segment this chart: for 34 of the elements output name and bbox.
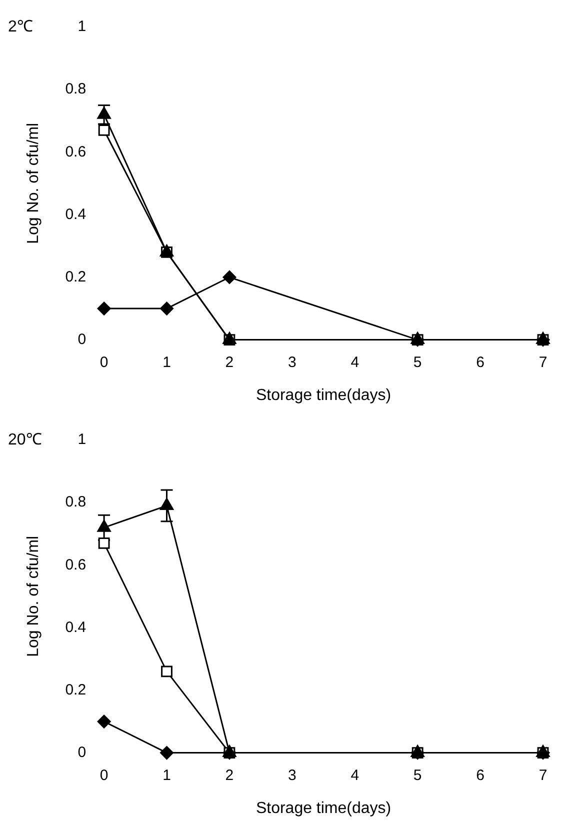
chart-title: 20℃ bbox=[8, 431, 42, 448]
x-tick-label: 4 bbox=[350, 354, 360, 371]
y-tick-label: 0.4 bbox=[65, 206, 86, 223]
y-tick-label: 0.6 bbox=[65, 143, 86, 160]
x-tick-label: 1 bbox=[162, 766, 171, 784]
x-axis-title: Storage time(days) bbox=[256, 386, 392, 404]
x-tick-label: 0 bbox=[100, 766, 108, 784]
y-tick-label: 0.2 bbox=[65, 681, 86, 698]
y-axis-title: Log No. of cfu/ml bbox=[25, 122, 42, 244]
x-tick-label: 2 bbox=[225, 354, 234, 371]
y-tick-label: 1 bbox=[78, 18, 86, 36]
y-axis-title: Log No. of cfu/ml bbox=[25, 536, 42, 657]
y-tick-label: 0.6 bbox=[65, 556, 86, 574]
y-tick-label: 0.8 bbox=[65, 80, 86, 98]
y-tick-label: 0 bbox=[78, 744, 86, 761]
x-tick-label: 2 bbox=[225, 766, 234, 784]
y-tick-label: 0.8 bbox=[65, 494, 86, 511]
x-tick-label: 3 bbox=[288, 766, 296, 784]
x-tick-label: 4 bbox=[350, 766, 360, 784]
x-tick-label: 5 bbox=[413, 766, 422, 784]
x-tick-label: 6 bbox=[476, 766, 484, 784]
x-tick-label: 7 bbox=[538, 354, 548, 371]
x-tick-label: 6 bbox=[476, 354, 484, 371]
chart-title: 2℃ bbox=[8, 18, 33, 36]
y-tick-label: 1 bbox=[78, 431, 86, 448]
y-tick-label: 0.4 bbox=[65, 618, 86, 636]
y-tick-label: 0 bbox=[78, 330, 86, 348]
x-tick-label: 5 bbox=[413, 354, 422, 371]
x-axis-title: Storage time(days) bbox=[256, 800, 392, 817]
x-tick-label: 0 bbox=[100, 354, 108, 371]
x-tick-label: 1 bbox=[162, 354, 171, 371]
x-tick-label: 3 bbox=[288, 354, 296, 371]
x-tick-label: 7 bbox=[538, 766, 548, 784]
y-tick-label: 0.2 bbox=[65, 268, 86, 286]
